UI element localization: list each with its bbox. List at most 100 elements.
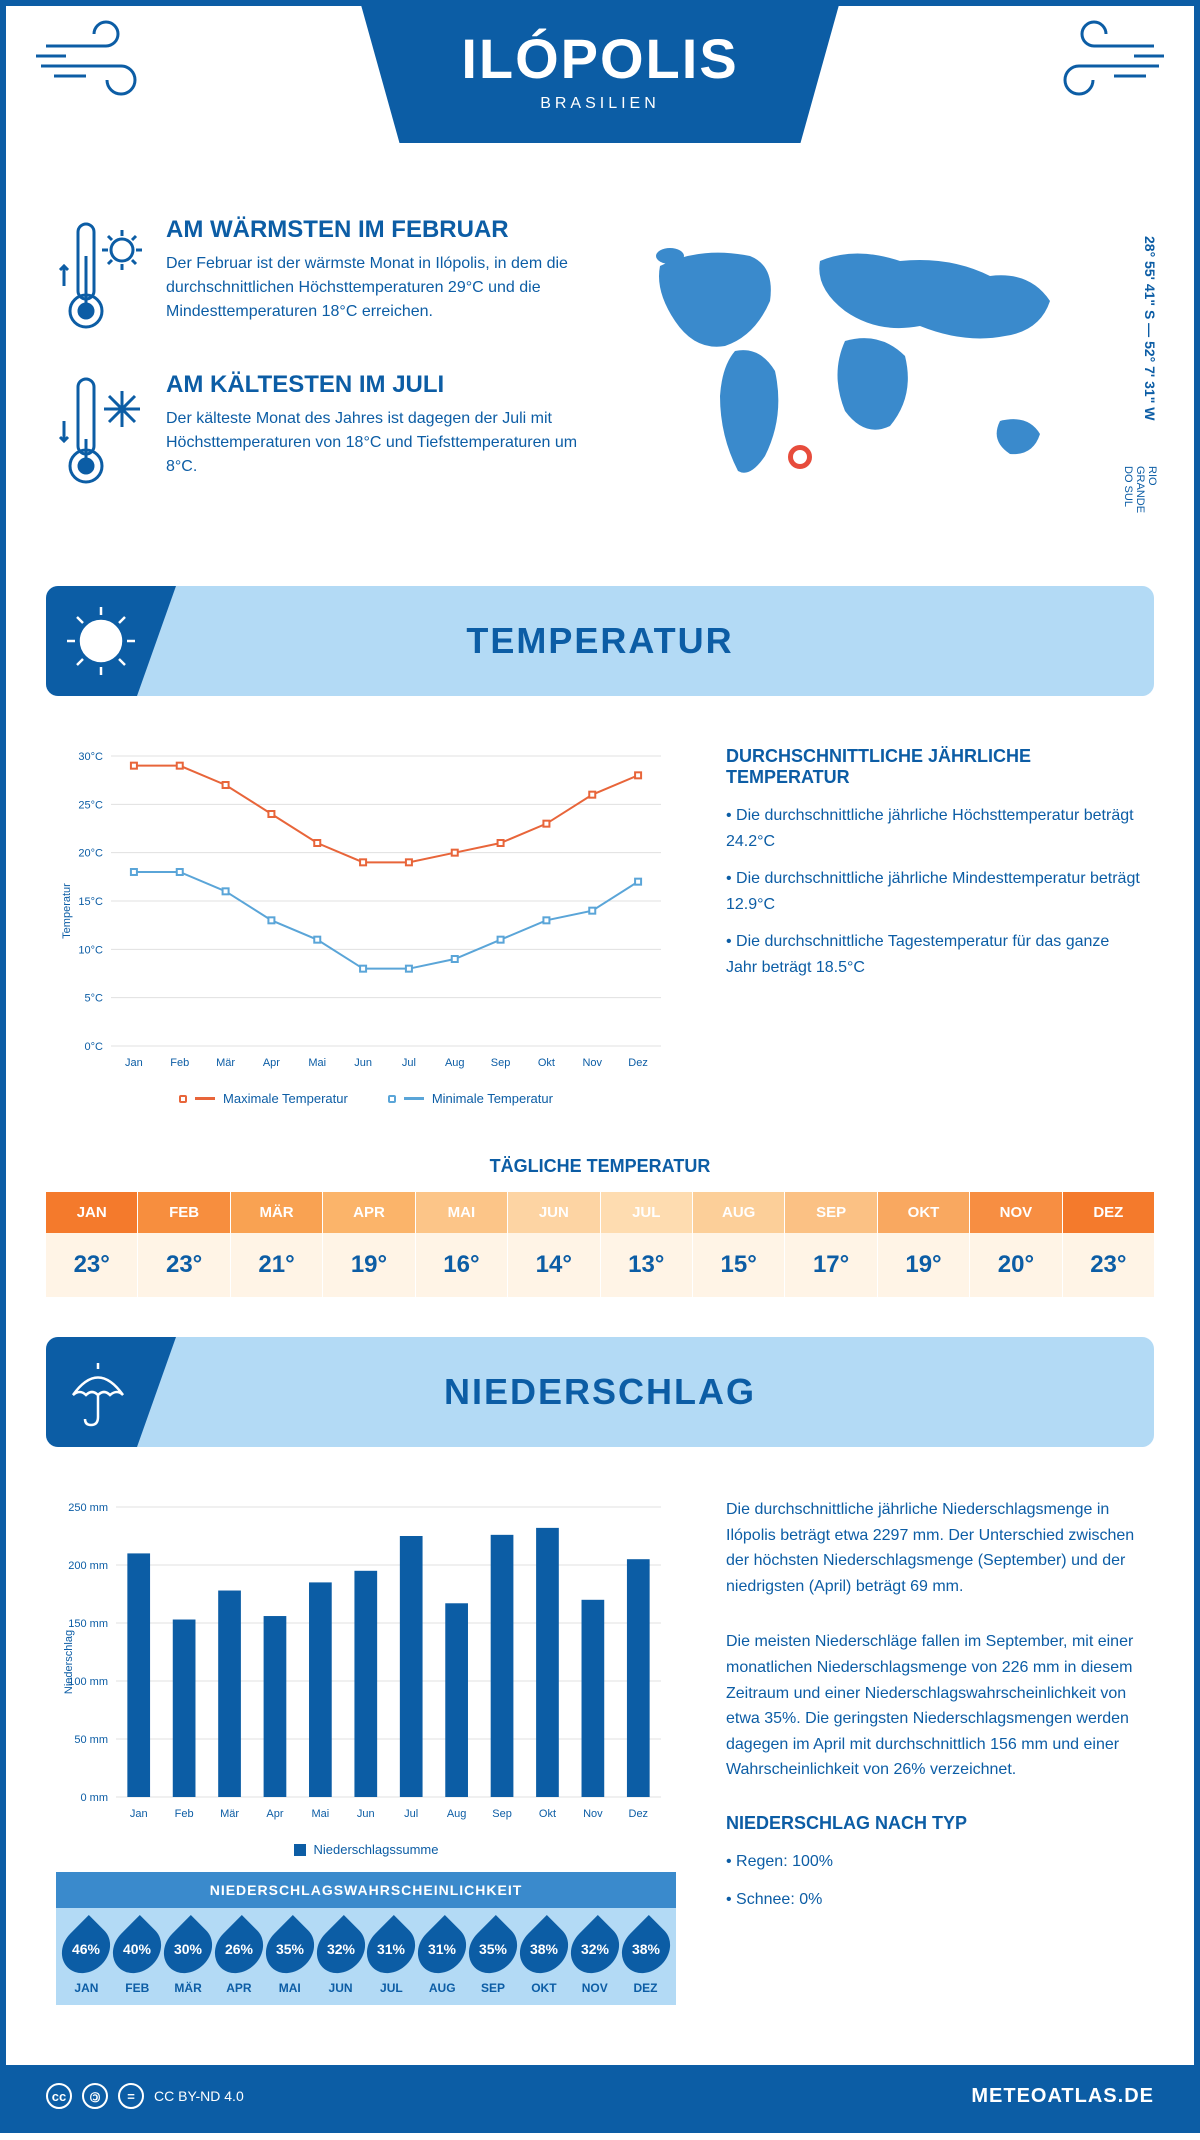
title-banner: ILÓPOLIS BRASILIEN xyxy=(361,6,838,143)
precip-prob-cell: 35%MAI xyxy=(264,1923,315,1995)
thermometer-hot-icon xyxy=(56,216,146,341)
daily-temp-cell: APR19° xyxy=(323,1192,415,1297)
precip-text: Die meisten Niederschläge fallen im Sept… xyxy=(726,1629,1144,1783)
precip-prob-cell: 35%SEP xyxy=(468,1923,519,1995)
footer: cc 🄯 = CC BY-ND 4.0 METEOATLAS.DE xyxy=(6,2065,1194,2127)
coldest-text: Der kälteste Monat des Jahres ist dagege… xyxy=(166,407,580,479)
svg-text:Nov: Nov xyxy=(583,1808,603,1820)
svg-text:Jan: Jan xyxy=(125,1057,143,1069)
country-subtitle: BRASILIEN xyxy=(461,95,738,113)
svg-text:Feb: Feb xyxy=(175,1808,194,1820)
license-label: CC BY-ND 4.0 xyxy=(154,2088,244,2104)
by-icon: 🄯 xyxy=(82,2083,108,2109)
daily-temp-cell: JAN23° xyxy=(46,1192,138,1297)
coordinates: 28° 55' 41" S — 52° 7' 31" W xyxy=(1142,236,1158,420)
precip-section-title: NIEDERSCHLAG xyxy=(444,1371,756,1413)
precipitation-chart-row: 0 mm50 mm100 mm150 mm200 mm250 mmJanFebM… xyxy=(6,1467,1194,2035)
daily-temp-cell: AUG15° xyxy=(693,1192,785,1297)
svg-text:Jul: Jul xyxy=(402,1057,416,1069)
precip-prob-cell: 40%FEB xyxy=(112,1923,163,1995)
svg-text:Aug: Aug xyxy=(447,1808,467,1820)
svg-text:Mär: Mär xyxy=(220,1808,239,1820)
daily-temp-cell: MÄR21° xyxy=(231,1192,323,1297)
precip-type-snow: • Schnee: 0% xyxy=(726,1887,1144,1913)
svg-text:Mai: Mai xyxy=(312,1808,330,1820)
daily-temp-cell: OKT19° xyxy=(878,1192,970,1297)
precipitation-section-header: NIEDERSCHLAG xyxy=(46,1337,1154,1447)
thermometer-cold-icon xyxy=(56,371,146,496)
svg-text:Nov: Nov xyxy=(582,1057,602,1069)
daily-temp-cell: MAI16° xyxy=(416,1192,508,1297)
precip-prob-cell: 31%JUL xyxy=(366,1923,417,1995)
coldest-block: AM KÄLTESTEN IM JULI Der kälteste Monat … xyxy=(56,371,580,496)
precip-chart-legend: Niederschlagssumme xyxy=(56,1842,676,1857)
warmest-block: AM WÄRMSTEN IM FEBRUAR Der Februar ist d… xyxy=(56,216,580,341)
svg-text:Okt: Okt xyxy=(538,1057,555,1069)
precip-prob-cell: 38%OKT xyxy=(518,1923,569,1995)
city-title: ILÓPOLIS xyxy=(461,26,738,91)
temp-summary-title: DURCHSCHNITTLICHE JÄHRLICHE TEMPERATUR xyxy=(726,746,1144,788)
legend-min-label: Minimale Temperatur xyxy=(432,1091,553,1106)
svg-text:Okt: Okt xyxy=(539,1808,556,1820)
header: ILÓPOLIS BRASILIEN xyxy=(6,6,1194,186)
svg-text:5°C: 5°C xyxy=(85,993,104,1005)
svg-text:200 mm: 200 mm xyxy=(68,1560,108,1572)
temperature-section-header: TEMPERATUR xyxy=(46,586,1154,696)
daily-temp-cell: JUN14° xyxy=(508,1192,600,1297)
svg-text:Apr: Apr xyxy=(266,1808,283,1820)
svg-text:0°C: 0°C xyxy=(85,1041,104,1053)
daily-temp-cell: DEZ23° xyxy=(1063,1192,1154,1297)
svg-text:50 mm: 50 mm xyxy=(74,1734,108,1746)
svg-text:Sep: Sep xyxy=(492,1808,512,1820)
sun-icon xyxy=(61,601,141,681)
svg-text:Temperatur: Temperatur xyxy=(61,883,73,939)
svg-text:30°C: 30°C xyxy=(78,751,103,763)
svg-text:10°C: 10°C xyxy=(78,944,103,956)
temp-chart-legend: Maximale Temperatur Minimale Temperatur xyxy=(56,1091,676,1106)
daily-temp-cell: SEP17° xyxy=(785,1192,877,1297)
svg-text:Jan: Jan xyxy=(130,1808,148,1820)
svg-text:Jun: Jun xyxy=(354,1057,372,1069)
coldest-title: AM KÄLTESTEN IM JULI xyxy=(166,371,580,399)
temp-bullet: • Die durchschnittliche jährliche Mindes… xyxy=(726,866,1144,917)
warmest-title: AM WÄRMSTEN IM FEBRUAR xyxy=(166,216,580,244)
temp-bullet: • Die durchschnittliche Tagestemperatur … xyxy=(726,929,1144,980)
legend-max-label: Maximale Temperatur xyxy=(223,1091,348,1106)
warmest-text: Der Februar ist der wärmste Monat in Iló… xyxy=(166,252,580,324)
svg-text:Feb: Feb xyxy=(170,1057,189,1069)
map-marker-icon xyxy=(788,445,812,469)
region-name: RIO GRANDE DO SUL xyxy=(1122,466,1158,526)
temperature-line-chart: 0°C5°C10°C15°C20°C25°C30°CJanFebMärAprMa… xyxy=(56,746,676,1076)
svg-text:Jul: Jul xyxy=(404,1808,418,1820)
precip-prob-cell: 46%JAN xyxy=(61,1923,112,1995)
precip-prob-cell: 32%NOV xyxy=(569,1923,620,1995)
cc-icon: cc xyxy=(46,2083,72,2109)
svg-text:Niederschlag: Niederschlag xyxy=(63,1630,75,1694)
precipitation-probability-table: NIEDERSCHLAGSWAHRSCHEINLICHKEIT 46%JAN40… xyxy=(56,1872,676,2005)
precip-prob-cell: 26%APR xyxy=(213,1923,264,1995)
svg-text:Dez: Dez xyxy=(629,1808,649,1820)
svg-text:Aug: Aug xyxy=(445,1057,465,1069)
svg-text:Mär: Mär xyxy=(216,1057,235,1069)
precip-type-title: NIEDERSCHLAG NACH TYP xyxy=(726,1813,1144,1834)
svg-text:15°C: 15°C xyxy=(78,896,103,908)
wind-icon xyxy=(1044,16,1164,111)
daily-temp-cell: JUL13° xyxy=(601,1192,693,1297)
precip-prob-cell: 30%MÄR xyxy=(163,1923,214,1995)
svg-text:Mai: Mai xyxy=(308,1057,326,1069)
svg-text:Apr: Apr xyxy=(263,1057,280,1069)
daily-temp-table: JAN23°FEB23°MÄR21°APR19°MAI16°JUN14°JUL1… xyxy=(46,1192,1154,1297)
precip-prob-cell: 38%DEZ xyxy=(620,1923,671,1995)
svg-text:0 mm: 0 mm xyxy=(81,1792,109,1804)
temp-section-title: TEMPERATUR xyxy=(466,620,733,662)
temperature-chart-row: 0°C5°C10°C15°C20°C25°C30°CJanFebMärAprMa… xyxy=(6,716,1194,1136)
svg-text:Jun: Jun xyxy=(357,1808,375,1820)
intro-section: AM WÄRMSTEN IM FEBRUAR Der Februar ist d… xyxy=(6,186,1194,566)
wind-icon xyxy=(36,16,156,111)
nd-icon: = xyxy=(118,2083,144,2109)
daily-temp-cell: FEB23° xyxy=(138,1192,230,1297)
site-name: METEOATLAS.DE xyxy=(971,2085,1154,2108)
precipitation-bar-chart: 0 mm50 mm100 mm150 mm200 mm250 mmJanFebM… xyxy=(56,1497,676,1827)
precip-prob-title: NIEDERSCHLAGSWAHRSCHEINLICHKEIT xyxy=(56,1872,676,1908)
svg-text:Sep: Sep xyxy=(491,1057,511,1069)
